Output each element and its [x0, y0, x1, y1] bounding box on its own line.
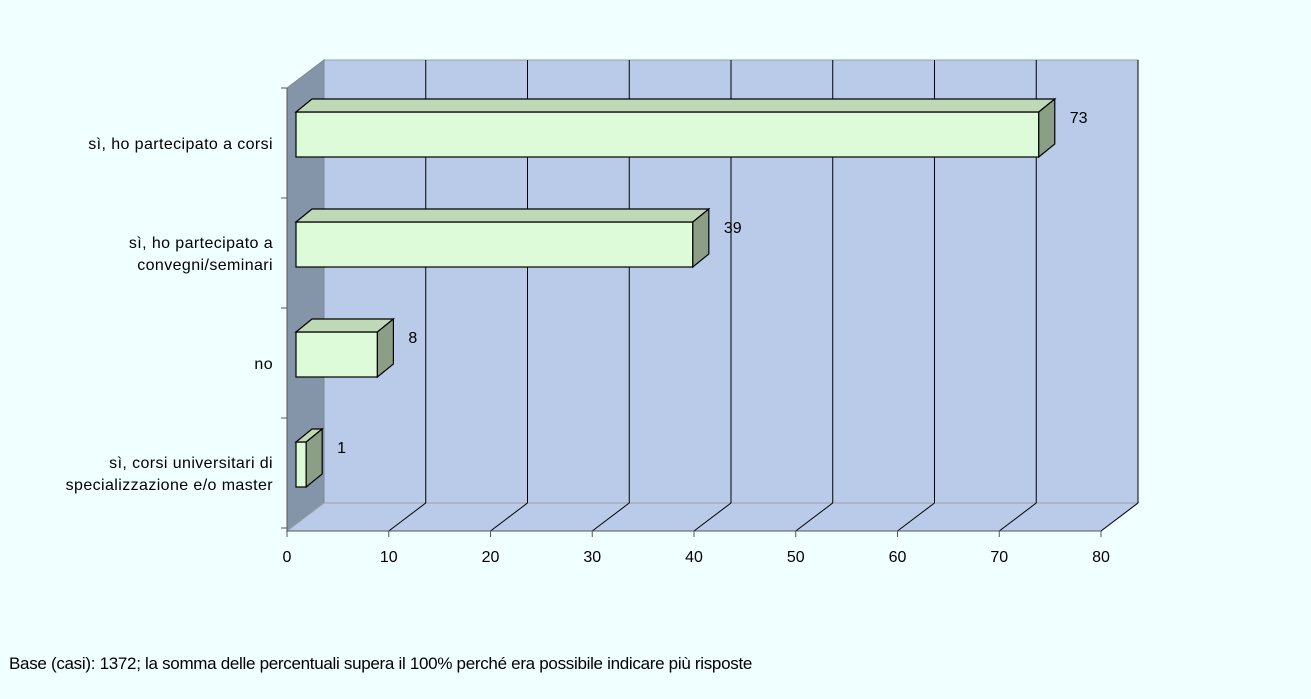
- bars: [294, 97, 1057, 489]
- category-labels: sì, ho partecipato a corsi sì, ho parteci…: [66, 136, 274, 494]
- gridline-floor: [998, 502, 1037, 532]
- x-tick-label: 20: [482, 549, 500, 566]
- bar-side: [692, 207, 710, 269]
- gridline-floor: [693, 502, 732, 532]
- data-label: 1: [337, 440, 346, 457]
- bar-side: [376, 317, 394, 379]
- bar-top: [294, 318, 396, 333]
- gridline-floor: [388, 502, 427, 532]
- gridline-floor: [795, 502, 834, 532]
- x-tick-label: 10: [380, 549, 398, 566]
- x-tick-label: 70: [990, 549, 1008, 566]
- x-axis: 0 10 20 30 40 50 60 70 80: [281, 87, 1110, 566]
- gridline-floor: [1100, 502, 1139, 532]
- bar-2: [294, 207, 711, 269]
- data-label: 39: [724, 220, 742, 237]
- category-label: sì, ho partecipato a: [129, 235, 273, 252]
- data-label: 73: [1070, 110, 1088, 127]
- bar-face: [295, 111, 1040, 158]
- x-tick-label: 80: [1092, 549, 1110, 566]
- gridline-floor: [490, 502, 528, 532]
- bar-top: [294, 98, 1057, 113]
- bar-side: [305, 427, 323, 489]
- bar-3: [294, 317, 396, 379]
- bar-face: [295, 441, 307, 488]
- footnote: Base (casi): 1372; la somma delle percen…: [9, 654, 753, 673]
- data-labels: 73 39 8 1: [337, 110, 1087, 457]
- category-label: sì, ho partecipato a corsi: [88, 136, 273, 153]
- category-label: no: [254, 356, 273, 373]
- bar-face: [295, 331, 379, 378]
- x-tick-label: 0: [283, 549, 292, 566]
- bar-4: [294, 427, 324, 489]
- category-label: sì, corsi universitari di: [109, 455, 273, 472]
- category-label: convegni/seminari: [137, 257, 273, 274]
- data-label: 8: [408, 330, 417, 347]
- bar-face: [295, 221, 694, 268]
- bar-top: [294, 208, 711, 223]
- x-tick-label: 60: [889, 549, 907, 566]
- gridline-floor: [897, 502, 935, 532]
- x-tick-label: 50: [787, 549, 805, 566]
- bar-1: [294, 97, 1057, 159]
- gridline-floor: [591, 502, 630, 532]
- category-label: specializzazione e/o master: [66, 477, 274, 494]
- x-tick-label: 40: [685, 549, 703, 566]
- x-tick-label: 30: [583, 549, 601, 566]
- bar-side: [1038, 97, 1056, 159]
